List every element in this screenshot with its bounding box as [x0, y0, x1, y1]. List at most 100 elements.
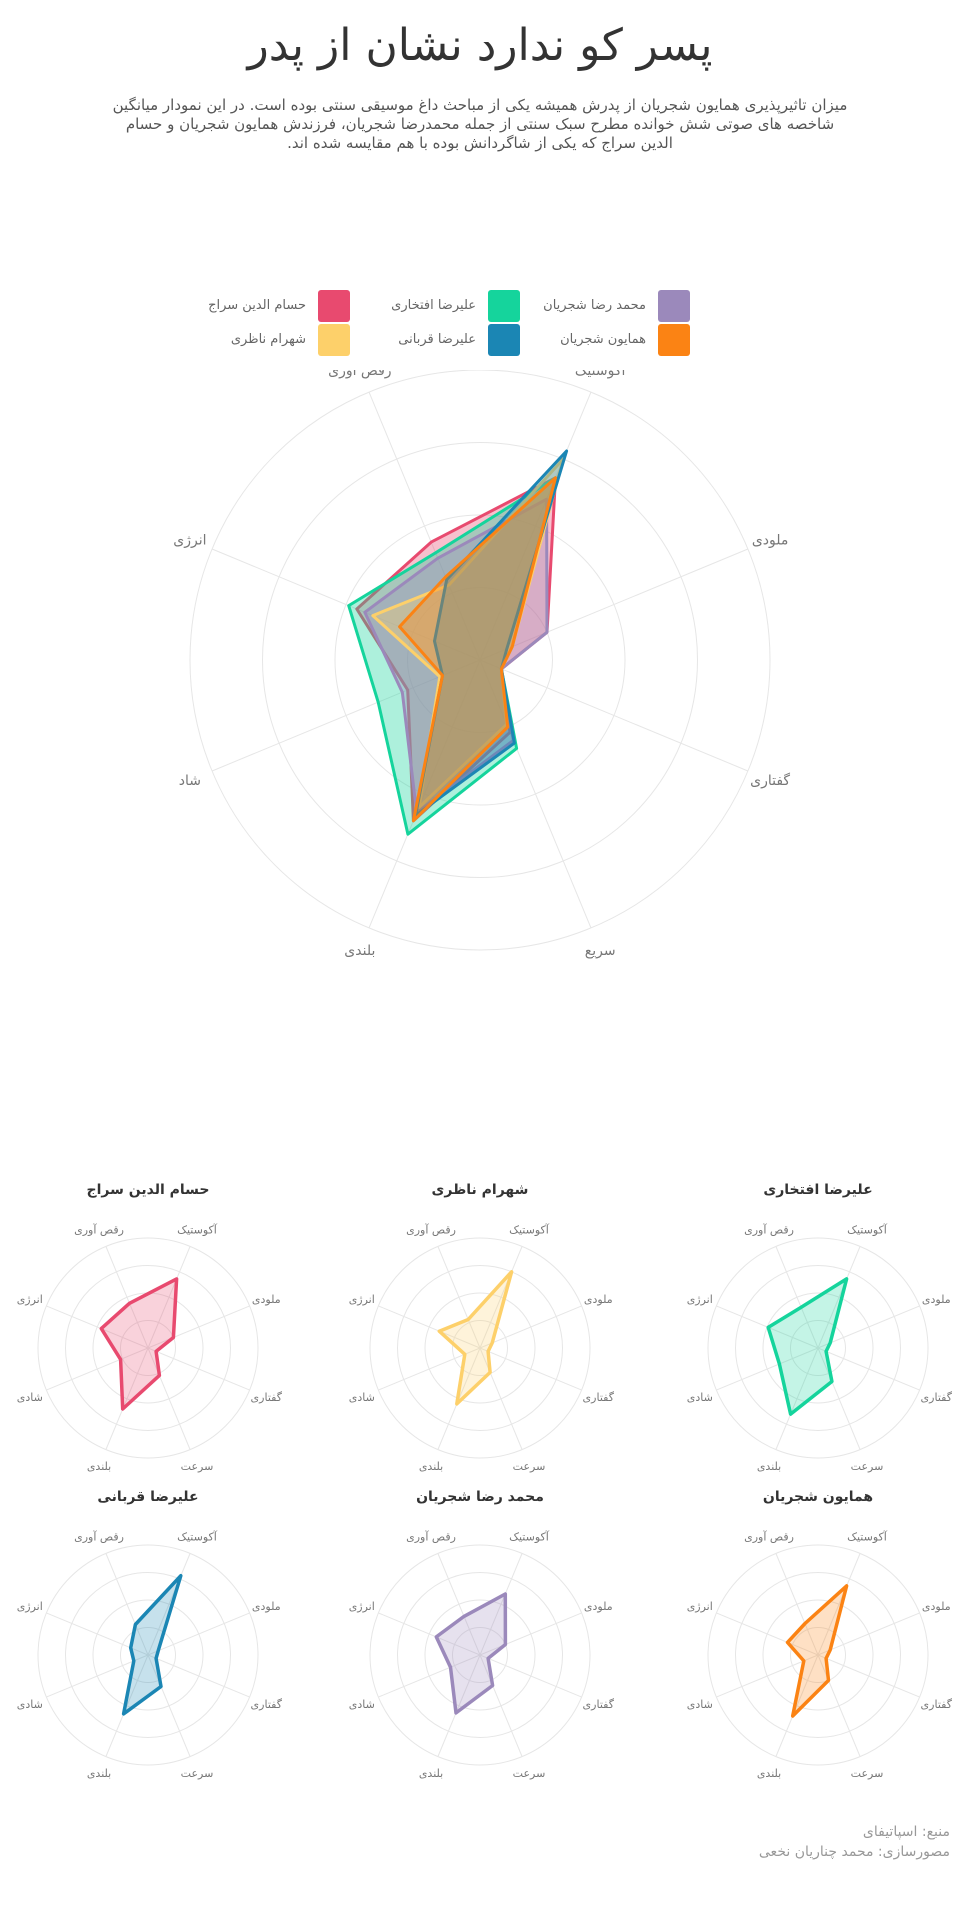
axis-label: رقص آوری [74, 1530, 124, 1544]
axis-label: رقص آوری [406, 1530, 456, 1544]
legend-label: علیرضا قربانی [398, 332, 476, 347]
axis-label: شادی [17, 1698, 43, 1711]
axis-label: رقص آوری [328, 370, 391, 379]
axis-label: ملودی [752, 533, 789, 549]
author-credit: مصورسازی: محمد چناریان نخعی [758, 1844, 950, 1860]
small-polygon [434, 1592, 508, 1715]
axis-line [479, 1654, 582, 1698]
small-chart-title: علیرضا افتخاری [763, 1182, 872, 1198]
legend-swatch [318, 324, 350, 356]
axis-label: انرژی [17, 1293, 43, 1306]
axis-line [105, 1246, 149, 1349]
axis-label: سرعت [513, 1767, 546, 1780]
axis-line [479, 391, 592, 661]
axis-label: گفتاری [750, 772, 790, 789]
grid-ring [369, 1237, 591, 1459]
axis-label: سرعت [181, 1767, 214, 1780]
radar-small-0: آکوستیک ملودی گفتاری سرعت بلندی شادی انرژی رقص … [17, 1223, 283, 1474]
axis-line [775, 1347, 819, 1450]
grid-ring [37, 1237, 259, 1459]
grid-ring [424, 1599, 536, 1711]
small-polygon [785, 1584, 849, 1718]
axis-line [817, 1612, 920, 1656]
legend-label: همایون شجریان [560, 332, 646, 347]
axis-line [147, 1612, 250, 1656]
axis-label: بلندی [419, 1767, 443, 1780]
axis-line [437, 1553, 481, 1656]
axis-line [368, 391, 481, 661]
grid-ring [397, 1572, 563, 1738]
grid-ring [790, 1627, 846, 1683]
axis-label: انرژی [687, 1600, 713, 1613]
axis-line [105, 1347, 149, 1450]
axis-line [479, 659, 749, 772]
legend-swatch [658, 290, 690, 322]
axis-line [147, 1654, 250, 1698]
axis-line [211, 659, 481, 772]
axis-label: انرژی [173, 533, 206, 549]
axis-line [817, 1246, 861, 1349]
axis-line [437, 1654, 481, 1757]
grid-ring [37, 1544, 259, 1766]
axis-label: شادی [349, 1391, 375, 1404]
small-chart-title: همایون شجریان [763, 1489, 873, 1505]
axis-line [817, 1347, 920, 1391]
axis-label: گفتاری [583, 1698, 615, 1711]
axis-line [817, 1347, 861, 1450]
axis-line [147, 1553, 191, 1656]
grid-ring [735, 1265, 901, 1431]
source-credit: منبع: اسپاتیفای [862, 1824, 950, 1840]
axis-label: شادی [349, 1698, 375, 1711]
axis-line [479, 1347, 523, 1450]
axis-line [479, 1246, 523, 1349]
credits: منبع: اسپاتیفای مصورسازی: محمد چناریان ن… [759, 1822, 950, 1862]
axis-line [368, 659, 481, 929]
axis-line [479, 1347, 582, 1391]
grid-ring [120, 1320, 176, 1376]
radar-small-3: آکوستیک ملودی گفتاری سرعت بلندی شادی انرژی رقص … [17, 1530, 283, 1781]
grid-ring [452, 1320, 508, 1376]
axis-label: سریع [585, 943, 616, 959]
axis-line [105, 1553, 149, 1656]
legend-label: حسام الدین سراج [208, 298, 306, 313]
grid-ring [120, 1627, 176, 1683]
axis-label: گفتاری [583, 1391, 615, 1404]
small-polygon [121, 1573, 183, 1716]
axis-label: شادی [687, 1698, 713, 1711]
axis-label: آکوستیک [847, 1530, 888, 1544]
grid-ring [735, 1572, 901, 1738]
axis-label: آکوستیک [177, 1223, 218, 1237]
axis-line [147, 1246, 191, 1349]
axis-line [817, 1305, 920, 1349]
grid-ring [262, 442, 698, 878]
axis-line [716, 1347, 819, 1391]
axis-line [378, 1654, 481, 1698]
axis-line [378, 1612, 481, 1656]
small-multiples-grid: آکوستیک ملودی گفتاری سرعت بلندی شادی انرژی رقص … [17, 1182, 953, 1781]
axis-label: شادی [687, 1391, 713, 1404]
small-chart-title: علیرضا قربانی [97, 1489, 198, 1505]
legend-swatch [488, 324, 520, 356]
axis-line [716, 1654, 819, 1698]
grid-ring [424, 1292, 536, 1404]
axis-line [479, 1654, 523, 1757]
axis-label: بلندی [344, 943, 375, 959]
legend-item: علیرضا قربانی [380, 324, 520, 360]
grid-ring [334, 514, 626, 806]
axis-line [817, 1654, 920, 1698]
legend-item: حسام الدین سراج [208, 290, 350, 326]
axis-line [775, 1553, 819, 1656]
axis-line [105, 1654, 149, 1757]
grid-ring [707, 1237, 929, 1459]
radar-small-5: آکوستیک ملودی گفتاری سرعت بلندی شادی انرژی رقص … [687, 1530, 953, 1781]
axis-label: ملودی [584, 1293, 613, 1306]
axis-line [378, 1305, 481, 1349]
small-polygon [766, 1277, 849, 1416]
grid-ring [65, 1572, 231, 1738]
axis-label: گفتاری [251, 1698, 283, 1711]
axis-label: آکوستیک [177, 1530, 218, 1544]
axis-label: ملودی [584, 1600, 613, 1613]
axis-label: بلندی [757, 1767, 781, 1780]
legend-label: شهرام ناظری [230, 332, 306, 347]
axis-line [147, 1347, 191, 1450]
